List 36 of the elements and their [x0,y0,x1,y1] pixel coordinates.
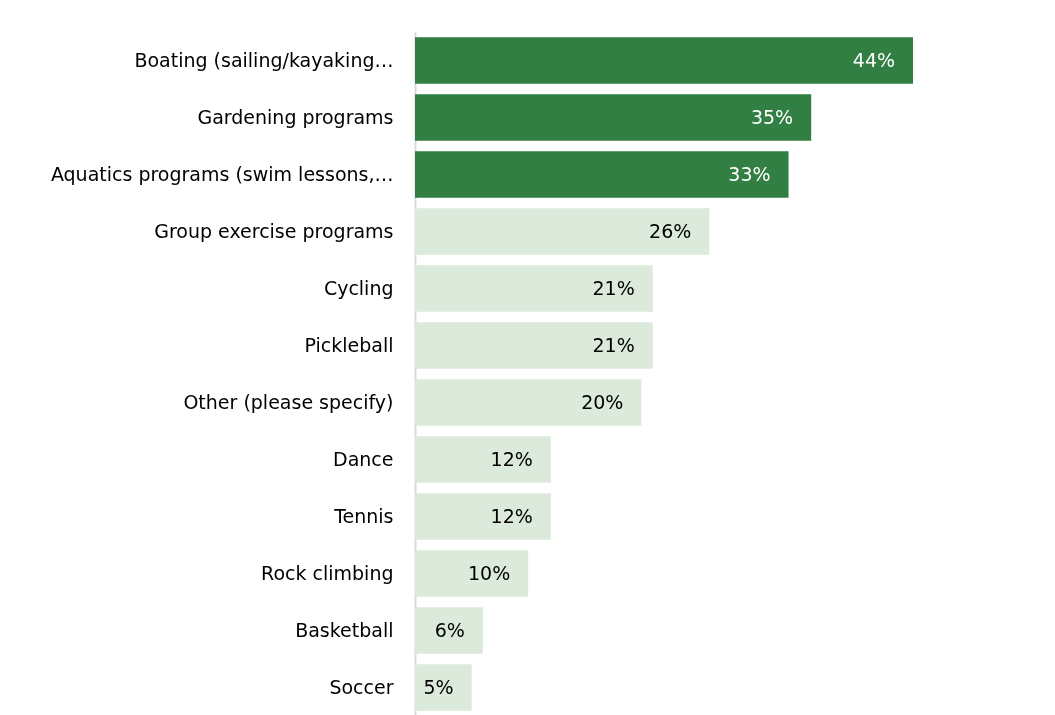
data-label: 6% [434,618,465,641]
data-label: 44% [852,48,896,71]
data-label: 20% [581,390,624,413]
data-label: 10% [467,561,511,584]
bar [415,151,789,198]
y-tick-label: Rock climbing [261,561,394,584]
data-label: 26% [649,219,692,242]
y-tick-label: Pickleball [304,333,394,356]
y-tick-label: Cycling [323,276,394,299]
data-label: 12% [490,447,533,470]
y-tick-label: Tennis [333,504,394,527]
data-label: 12% [490,504,533,527]
y-tick-label: Other (please specify) [183,390,394,413]
data-label: 35% [750,105,794,128]
bar [415,208,710,255]
y-tick-label: Gardening programs [197,105,394,128]
y-tick-label: Aquatics programs (swim lessons,… [50,162,394,185]
bar [415,265,653,312]
y-tick-label: Soccer [329,675,394,698]
bar [415,550,529,597]
bar [415,94,812,141]
y-tick-label: Basketball [295,618,394,641]
y-tick-label: Dance [333,447,394,470]
data-label: 33% [728,162,771,185]
y-tick-label: Group exercise programs [154,219,394,242]
bar [415,493,551,540]
bar [415,664,472,711]
data-label: 21% [592,276,635,299]
bar [415,436,551,483]
bar [415,379,642,426]
data-label: 21% [592,333,635,356]
y-tick-label: Boating (sailing/kayaking… [134,48,394,71]
bar [415,322,653,369]
bar [415,607,483,654]
bar [415,37,914,84]
data-label: 5% [423,675,454,698]
